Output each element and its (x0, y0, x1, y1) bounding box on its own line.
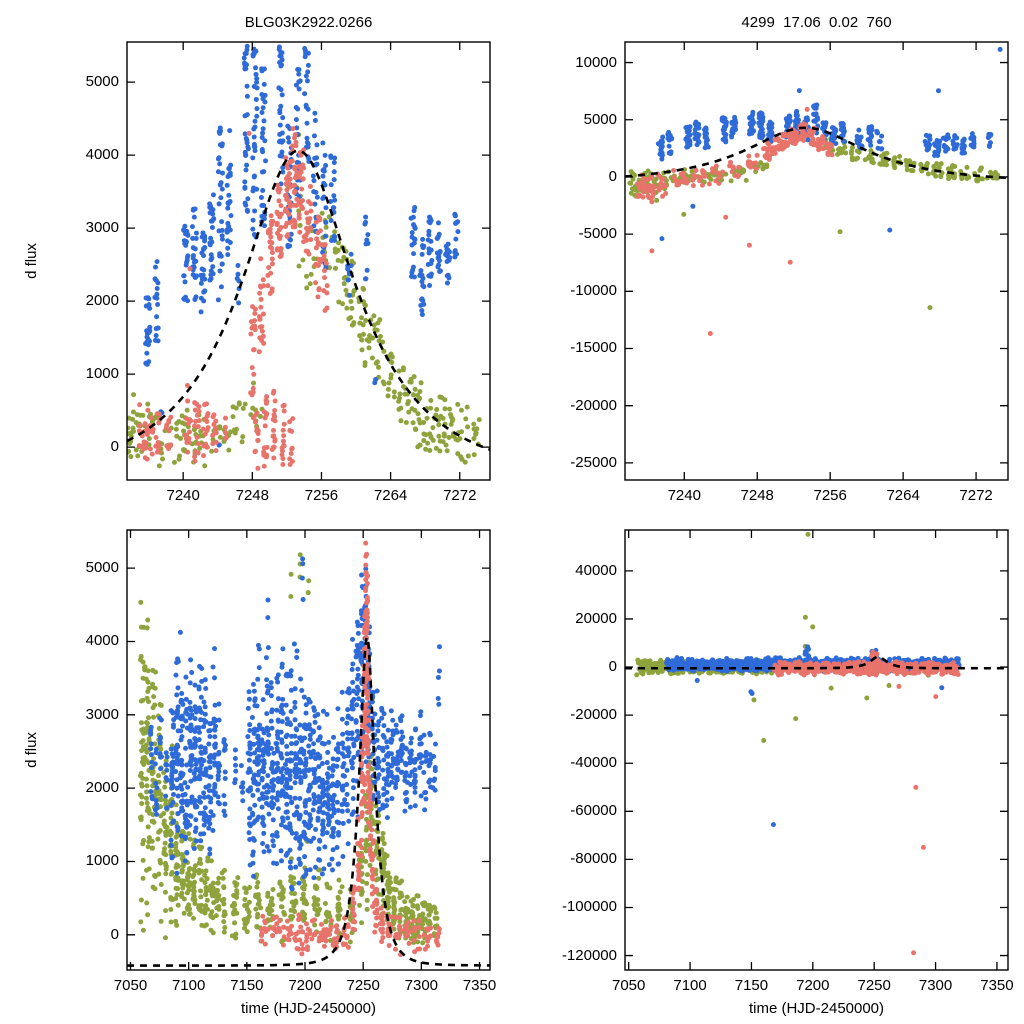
panel-title: 4299 17.06 0.02 760 (741, 14, 892, 31)
x-tick-label: 7256 (813, 487, 847, 504)
y-tick-label: 3000 (85, 705, 119, 723)
x-tick-label: 7248 (235, 487, 269, 504)
y-tick-label: -80000 (570, 850, 617, 868)
x-axis-label: time (HJD-2450000) (748, 1000, 885, 1017)
y-tick-label: 10000 (575, 53, 617, 71)
y-tick-label: 5000 (583, 110, 617, 128)
x-tick-label: 7264 (373, 487, 408, 504)
x-tick-label: 7350 (462, 977, 497, 994)
y-axis-label: d flux (23, 243, 40, 279)
x-axis-label: time (HJD-2450000) (240, 1000, 377, 1017)
y-tick-label: -100000 (561, 898, 617, 916)
y-tick-label: -40000 (570, 754, 617, 772)
y-tick-label: -20000 (570, 396, 617, 414)
x-tick-label: 7300 (404, 977, 439, 994)
y-tick-label: -15000 (570, 339, 617, 357)
x-tick-label: 7250 (346, 977, 380, 994)
x-tick-label: 7240 (667, 487, 701, 504)
x-tick-label: 7264 (886, 487, 920, 504)
x-tick-label: 7272 (443, 487, 477, 504)
y-tick-label: 20000 (575, 609, 617, 627)
y-tick-label: -10000 (570, 282, 617, 300)
y-tick-label: -25000 (570, 453, 617, 471)
y-tick-label: 2000 (85, 292, 119, 310)
panel-title: BLG03K2922.0266 (244, 14, 373, 31)
x-tick-label: 7150 (230, 977, 264, 994)
x-tick-label: 7248 (740, 487, 774, 504)
y-tick-label: 0 (608, 167, 617, 185)
y-tick-label: 1000 (85, 852, 119, 870)
y-tick-label: -120000 (561, 946, 617, 964)
x-tick-label: 7050 (611, 977, 646, 994)
y-tick-label: 5000 (85, 73, 119, 91)
y-tick-label: 5000 (85, 559, 119, 577)
x-tick-label: 7240 (166, 487, 200, 504)
y-tick-label: 0 (110, 925, 119, 943)
x-tick-label: 7300 (918, 977, 953, 994)
x-tick-label: 7200 (288, 977, 322, 994)
x-tick-label: 7100 (171, 977, 206, 994)
x-tick-label: 7100 (673, 977, 707, 994)
x-tick-label: 7050 (113, 977, 148, 994)
x-tick-label: 7256 (304, 487, 339, 504)
y-tick-label: 2000 (85, 779, 119, 797)
y-tick-label: -20000 (570, 706, 617, 724)
x-tick-label: 7200 (796, 977, 830, 994)
y-tick-label: 4000 (85, 632, 119, 650)
y-tick-label: -5000 (578, 225, 617, 243)
y-tick-label: 1000 (85, 365, 119, 383)
y-tick-label: 3000 (85, 219, 119, 237)
y-tick-label: -60000 (570, 802, 617, 820)
x-tick-label: 7350 (980, 977, 1014, 994)
y-axis-label: d flux (23, 732, 40, 768)
x-tick-label: 7250 (857, 977, 891, 994)
y-tick-label: 40000 (575, 561, 617, 579)
x-tick-label: 7150 (734, 977, 769, 994)
y-tick-label: 4000 (85, 146, 119, 164)
x-tick-label: 7272 (959, 487, 993, 504)
y-tick-label: 0 (110, 438, 119, 456)
y-tick-label: 0 (608, 658, 617, 676)
